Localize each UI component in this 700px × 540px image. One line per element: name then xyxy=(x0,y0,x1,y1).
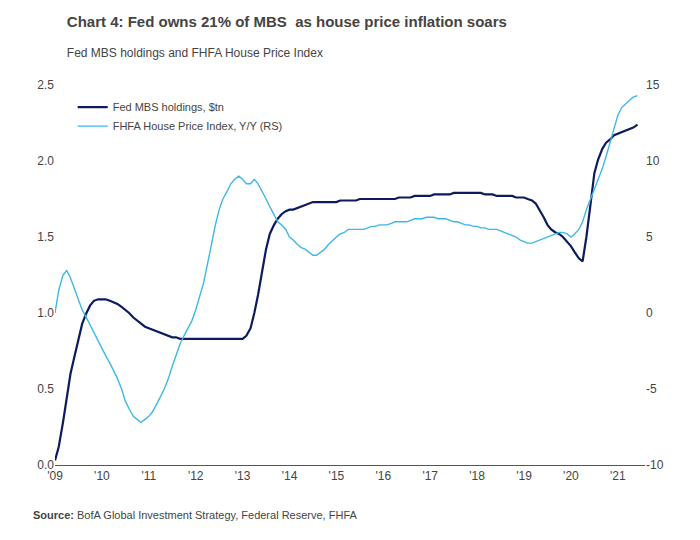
svg-text:Fed MBS holdings and FHFA Hous: Fed MBS holdings and FHFA House Price In… xyxy=(67,46,323,60)
svg-text:'13: '13 xyxy=(235,469,251,483)
svg-text:-5: -5 xyxy=(646,382,657,396)
svg-text:1.5: 1.5 xyxy=(37,230,54,244)
svg-text:'17: '17 xyxy=(422,469,438,483)
svg-text:15: 15 xyxy=(646,78,660,92)
svg-text:'16: '16 xyxy=(375,469,391,483)
svg-text:Chart 4: Fed owns 21% of MBS: Chart 4: Fed owns 21% of MBS as house pr… xyxy=(67,13,507,30)
svg-text:'10: '10 xyxy=(94,469,110,483)
svg-text:2.0: 2.0 xyxy=(37,154,54,168)
svg-text:0.5: 0.5 xyxy=(37,382,54,396)
svg-text:'18: '18 xyxy=(469,469,485,483)
svg-text:'20: '20 xyxy=(563,469,579,483)
svg-text:0: 0 xyxy=(646,306,653,320)
svg-text:-10: -10 xyxy=(646,458,664,472)
svg-text:'09: '09 xyxy=(47,469,63,483)
svg-text:Fed MBS holdings, $tn: Fed MBS holdings, $tn xyxy=(113,101,224,113)
svg-text:1.0: 1.0 xyxy=(37,306,54,320)
svg-text:10: 10 xyxy=(646,154,660,168)
svg-text:'14: '14 xyxy=(282,469,298,483)
svg-text:2.5: 2.5 xyxy=(37,78,54,92)
svg-text:'12: '12 xyxy=(188,469,204,483)
svg-text:'15: '15 xyxy=(329,469,345,483)
svg-text:FHFA House Price Index, Y/Y (R: FHFA House Price Index, Y/Y (RS) xyxy=(113,120,283,132)
svg-text:'19: '19 xyxy=(516,469,532,483)
svg-text:'11: '11 xyxy=(141,469,156,483)
svg-text:'21: '21 xyxy=(610,469,626,483)
svg-text:5: 5 xyxy=(646,230,653,244)
svg-text:0.0: 0.0 xyxy=(37,458,54,472)
svg-text:Source: BofA Global Investment: Source: BofA Global Investment Strategy,… xyxy=(33,509,357,521)
